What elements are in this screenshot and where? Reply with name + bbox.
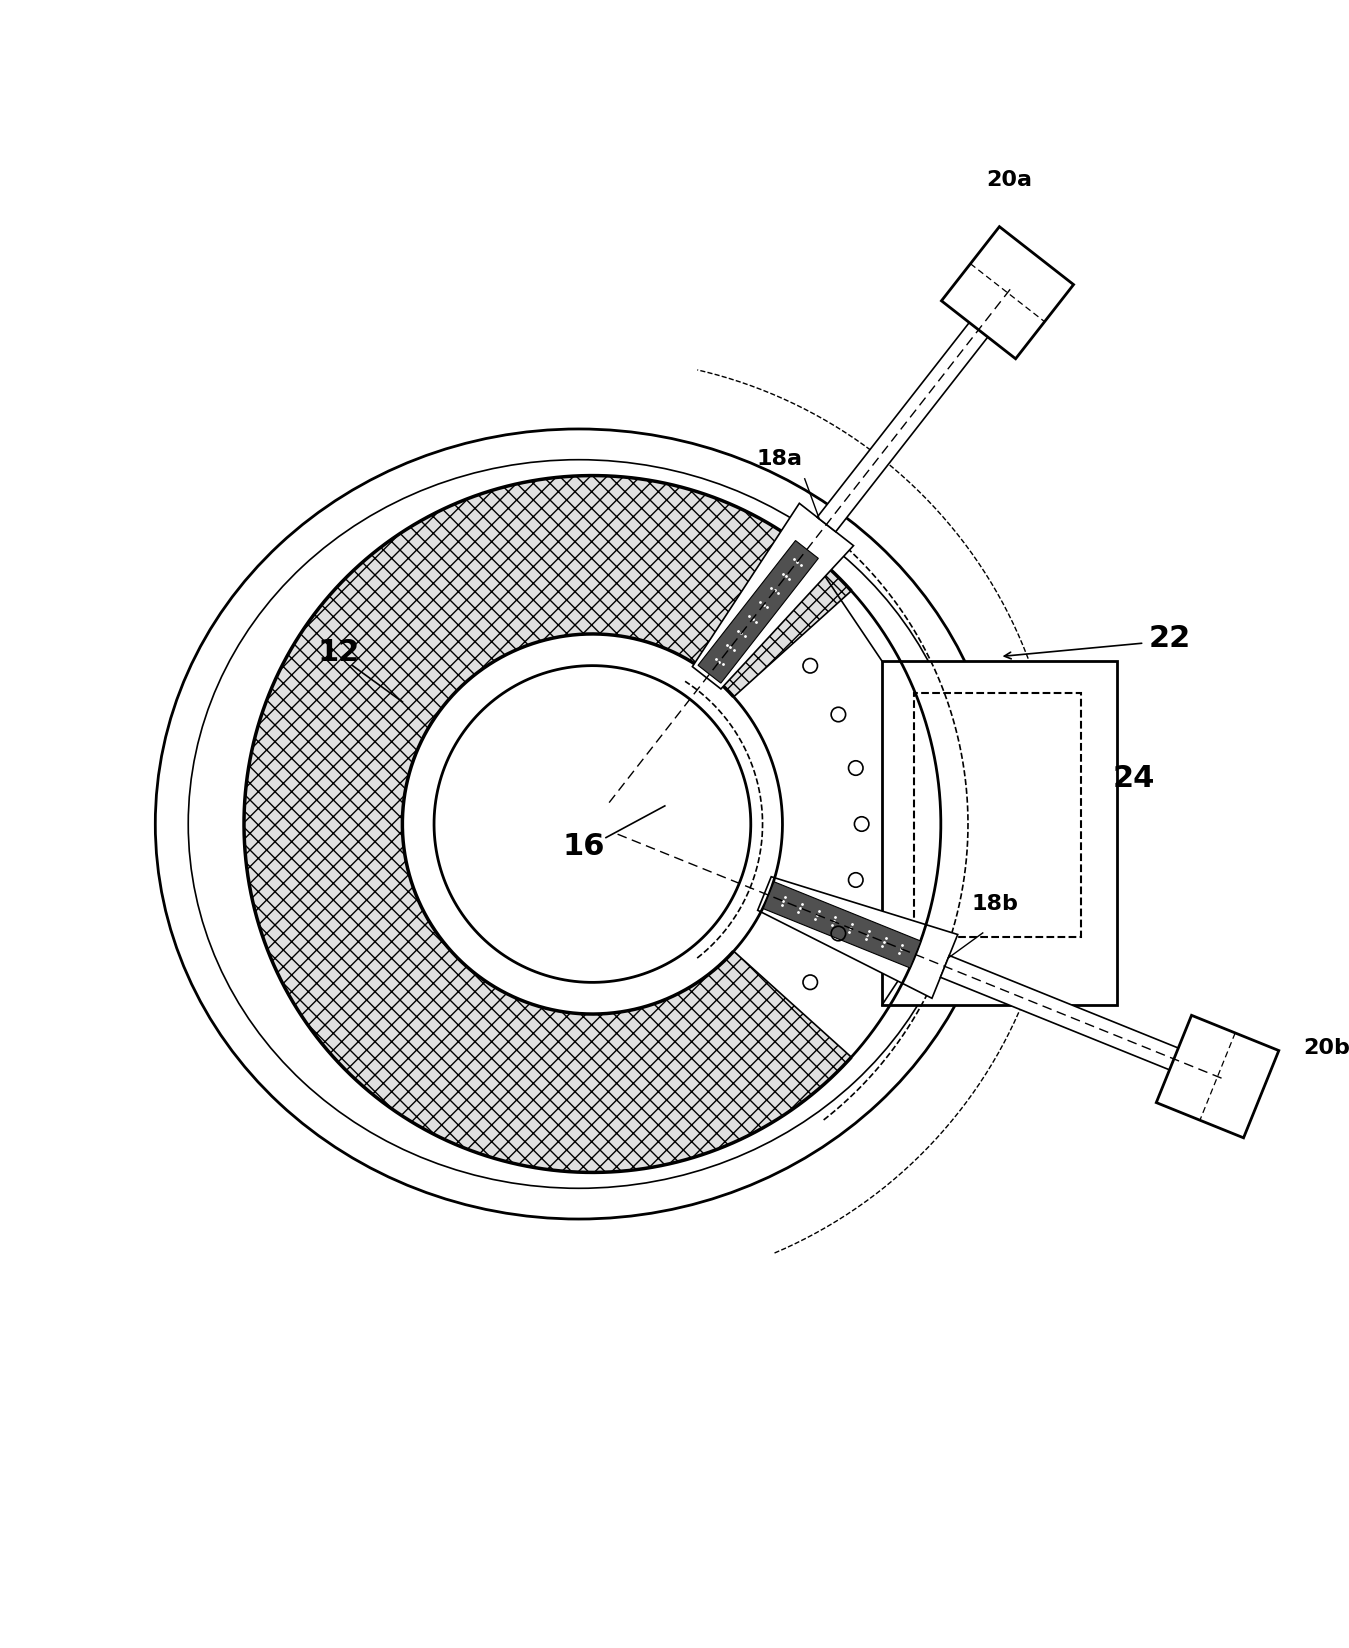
Text: 20a: 20a: [986, 170, 1033, 190]
Text: 18b: 18b: [971, 893, 1018, 913]
Polygon shape: [697, 541, 819, 684]
Text: 24: 24: [1113, 763, 1155, 793]
Polygon shape: [764, 882, 921, 967]
Text: 18a: 18a: [757, 450, 803, 470]
Text: 22: 22: [1149, 625, 1191, 653]
Text: 12: 12: [318, 638, 360, 666]
Polygon shape: [940, 956, 1193, 1076]
Polygon shape: [1156, 1015, 1279, 1137]
Text: 20b: 20b: [1303, 1038, 1349, 1058]
Text: 16: 16: [563, 832, 604, 862]
Bar: [882, 661, 1117, 1005]
Bar: [913, 692, 1081, 938]
Polygon shape: [942, 227, 1074, 359]
Polygon shape: [817, 310, 997, 532]
Polygon shape: [692, 503, 854, 689]
Polygon shape: [244, 476, 851, 1172]
Polygon shape: [758, 877, 958, 999]
